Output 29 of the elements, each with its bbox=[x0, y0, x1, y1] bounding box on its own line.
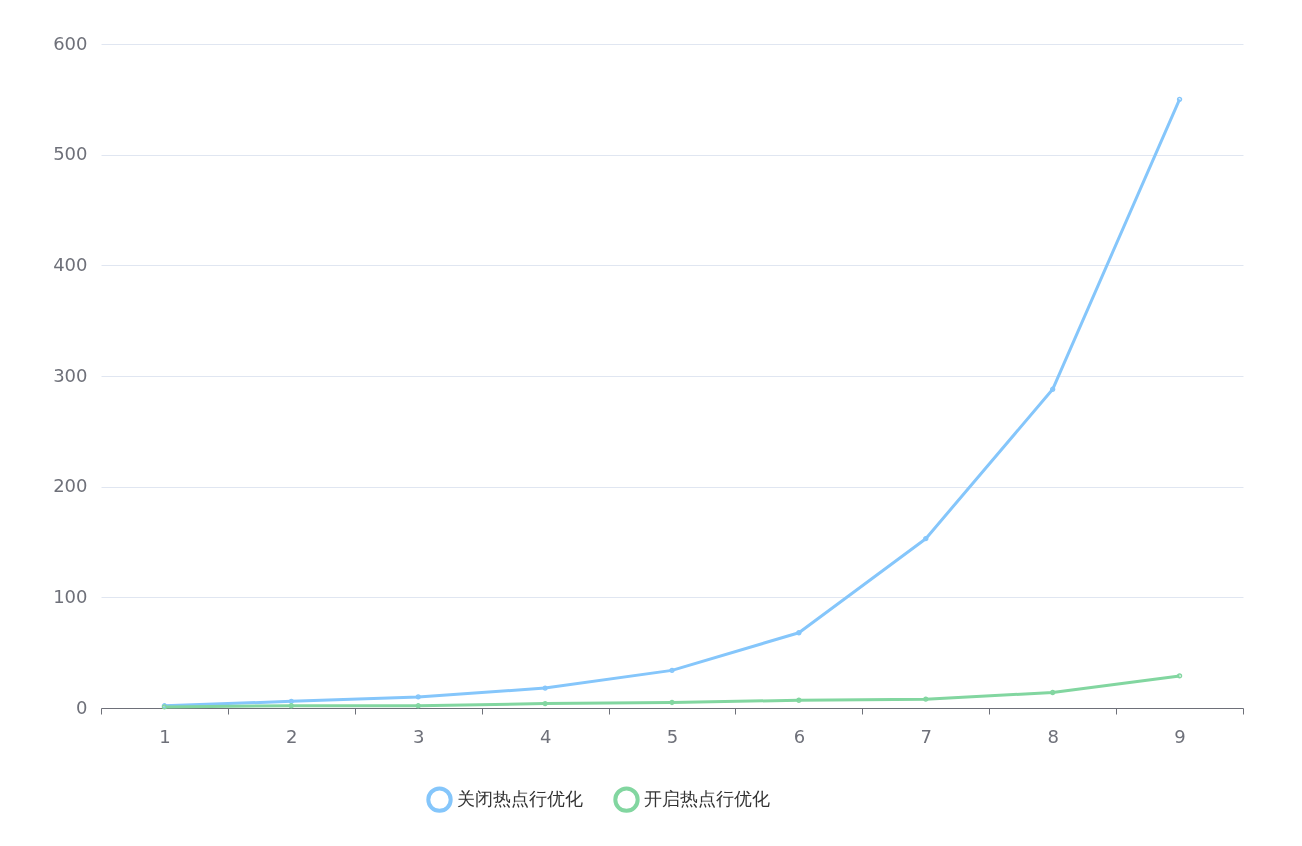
point bbox=[669, 667, 675, 674]
x-tick-label: 4 bbox=[539, 725, 552, 747]
y-tick-label: 400 bbox=[53, 253, 88, 275]
x-tick-label: 8 bbox=[1047, 725, 1059, 747]
point bbox=[542, 685, 548, 691]
point bbox=[1176, 673, 1183, 679]
y-tick-label: 0 bbox=[76, 696, 88, 718]
point bbox=[288, 703, 295, 709]
y-tick-label: 100 bbox=[53, 585, 88, 607]
x-tick-label: 9 bbox=[1174, 725, 1186, 747]
point bbox=[1176, 96, 1183, 103]
x-tick-label: 2 bbox=[286, 725, 298, 747]
x-tick-label: 1 bbox=[159, 725, 171, 747]
x-tick-label: 5 bbox=[666, 725, 679, 747]
y-tick-label: 300 bbox=[53, 364, 88, 386]
x-tick-label: 3 bbox=[413, 725, 425, 747]
y-tick-label: 600 bbox=[53, 32, 88, 54]
x-tick-label: 6 bbox=[793, 725, 806, 747]
legend-label: 开启热点行优化 bbox=[644, 787, 770, 809]
point bbox=[415, 703, 421, 709]
y-tick-label: 500 bbox=[53, 143, 88, 165]
point bbox=[796, 630, 802, 636]
point bbox=[796, 697, 802, 703]
point bbox=[923, 536, 929, 542]
point bbox=[415, 694, 421, 700]
point bbox=[1049, 386, 1056, 392]
legend-label: 关闭热点行优化 bbox=[457, 787, 583, 809]
y-tick-label: 200 bbox=[53, 475, 88, 497]
x-tick-label: 7 bbox=[920, 725, 932, 747]
